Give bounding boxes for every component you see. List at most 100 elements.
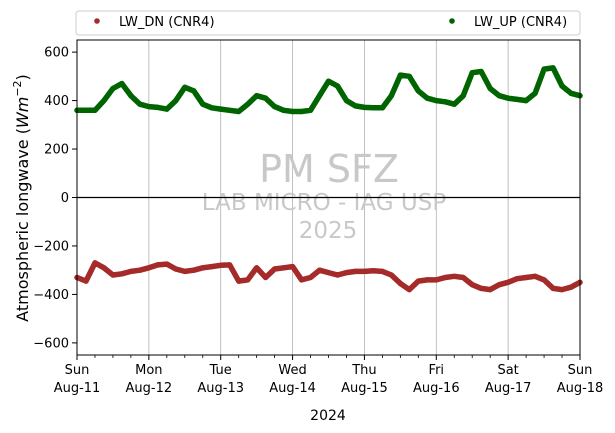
data-point bbox=[155, 104, 161, 110]
data-point bbox=[487, 287, 493, 293]
data-point bbox=[173, 98, 179, 104]
data-point bbox=[496, 93, 502, 99]
data-point bbox=[263, 274, 269, 281]
data-point bbox=[307, 107, 314, 113]
data-point bbox=[119, 271, 125, 277]
data-point bbox=[83, 278, 89, 284]
x-tick-label-day: Wed bbox=[278, 363, 306, 378]
data-point bbox=[137, 267, 143, 273]
data-point bbox=[451, 273, 457, 279]
x-tick-label-day: Sat bbox=[497, 363, 518, 378]
data-point bbox=[388, 93, 394, 99]
data-point bbox=[119, 81, 125, 87]
data-point bbox=[272, 266, 278, 272]
data-point bbox=[379, 268, 385, 274]
y-axis-label-close: ) bbox=[13, 74, 32, 80]
data-point bbox=[101, 98, 107, 104]
data-point bbox=[191, 88, 197, 94]
data-point bbox=[182, 268, 188, 274]
data-point bbox=[478, 68, 484, 75]
y-tick-label: −200 bbox=[33, 239, 69, 254]
data-point bbox=[281, 107, 287, 113]
data-point bbox=[290, 108, 296, 115]
data-point bbox=[173, 266, 179, 272]
y-axis-label-unit: Wm bbox=[13, 97, 32, 128]
data-point bbox=[469, 282, 475, 288]
data-point bbox=[406, 73, 412, 79]
data-point bbox=[110, 85, 116, 92]
data-point bbox=[424, 95, 430, 101]
data-point bbox=[146, 104, 152, 110]
data-point bbox=[343, 270, 350, 276]
data-point bbox=[101, 265, 107, 271]
data-point bbox=[263, 95, 269, 101]
x-tick-label-date: Aug-13 bbox=[197, 381, 244, 396]
data-point bbox=[236, 108, 242, 115]
x-tick-label-date: Aug-12 bbox=[126, 381, 173, 396]
data-point bbox=[299, 277, 305, 283]
x-tick-label-day: Fri bbox=[429, 363, 445, 378]
series-layer bbox=[74, 65, 583, 293]
data-point bbox=[316, 267, 323, 273]
data-point bbox=[218, 262, 224, 268]
x-tick-label-date: Aug-15 bbox=[341, 381, 388, 396]
x-tick-label-date: Aug-18 bbox=[557, 381, 604, 396]
legend-marker-lw-dn bbox=[94, 18, 100, 24]
data-point bbox=[505, 279, 511, 285]
data-point bbox=[254, 265, 260, 271]
data-point bbox=[568, 90, 574, 96]
data-point bbox=[559, 83, 565, 89]
data-point bbox=[352, 268, 358, 274]
data-point bbox=[227, 107, 233, 113]
x-axis: Sun Aug-11 Mon Aug-12 Tue Aug-13 Wed Aug-14 Thu A… bbox=[54, 355, 604, 396]
data-point bbox=[245, 101, 251, 107]
data-point bbox=[424, 277, 430, 283]
x-axis-label: 2024 bbox=[310, 408, 346, 424]
data-point bbox=[83, 107, 89, 113]
data-point bbox=[191, 267, 197, 273]
data-point bbox=[334, 272, 341, 278]
data-point bbox=[541, 66, 547, 72]
data-point bbox=[110, 272, 116, 278]
x-tick-label-day: Sun bbox=[65, 363, 90, 378]
data-point bbox=[272, 104, 278, 110]
data-point bbox=[514, 96, 520, 102]
series-lw-up bbox=[74, 65, 583, 115]
data-point bbox=[388, 272, 394, 278]
data-point bbox=[299, 108, 305, 115]
y-axis-label-main: Atmospheric longwave ( bbox=[13, 128, 32, 322]
data-point bbox=[523, 274, 529, 281]
data-point bbox=[200, 101, 206, 107]
y-tick-label: 400 bbox=[44, 94, 69, 109]
y-axis-label-exponent: −2 bbox=[11, 80, 24, 96]
x-tick-label-day: Thu bbox=[351, 363, 376, 378]
watermark-line-3: 2025 bbox=[299, 218, 358, 244]
data-point bbox=[568, 284, 574, 290]
data-point bbox=[442, 99, 448, 105]
y-tick-label: −400 bbox=[33, 288, 69, 303]
x-tick-label-day: Mon bbox=[135, 363, 162, 378]
data-point bbox=[460, 274, 466, 281]
y-tick-label: 0 bbox=[61, 191, 69, 206]
x-tick-label-day: Tue bbox=[209, 363, 232, 378]
data-point bbox=[343, 98, 350, 104]
data-point bbox=[478, 285, 484, 291]
y-axis: −600 −400 −200 0 200 400 600 bbox=[33, 46, 77, 351]
data-point bbox=[254, 93, 260, 99]
data-point bbox=[92, 260, 98, 266]
data-point bbox=[559, 287, 565, 293]
data-point bbox=[209, 105, 215, 111]
data-point bbox=[137, 101, 143, 107]
data-point bbox=[370, 105, 376, 111]
data-point bbox=[227, 262, 233, 268]
data-point bbox=[92, 107, 98, 113]
x-tick-label-day: Sun bbox=[568, 363, 593, 378]
data-point bbox=[236, 278, 242, 284]
data-point bbox=[505, 95, 511, 101]
x-tick-label-date: Aug-14 bbox=[269, 381, 316, 396]
series-lw-dn bbox=[74, 260, 583, 293]
data-point bbox=[550, 285, 556, 291]
y-tick-label: 600 bbox=[44, 46, 69, 61]
data-point bbox=[316, 93, 323, 99]
